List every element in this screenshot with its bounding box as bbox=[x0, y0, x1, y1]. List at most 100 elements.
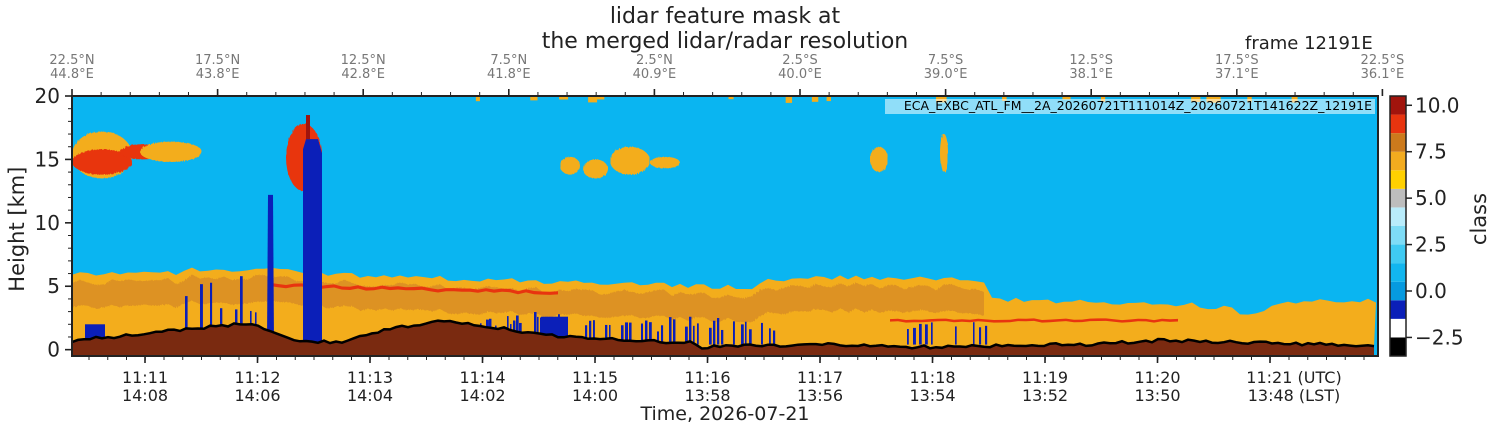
attenuated-streak bbox=[661, 325, 664, 345]
attenuated-streak bbox=[685, 326, 688, 345]
colorbar-segment bbox=[1390, 96, 1406, 115]
attenuated-streak bbox=[907, 329, 909, 345]
geo-tick-lat: 12.5°S bbox=[1069, 53, 1113, 68]
x-tick-label-lst: 14:04 bbox=[347, 386, 393, 405]
x-tick-label-utc: 11:16 bbox=[684, 368, 730, 387]
attenuated-streak bbox=[649, 322, 652, 345]
upper-cloud-patch bbox=[72, 149, 132, 175]
colorbar-label: class bbox=[1467, 193, 1491, 245]
top-speck bbox=[530, 96, 538, 101]
tower-top bbox=[306, 115, 310, 140]
attenuated-streak bbox=[625, 322, 628, 345]
attenuated-streak bbox=[955, 326, 957, 345]
top-speck bbox=[559, 96, 569, 100]
x-tick-label-lst: 14:08 bbox=[122, 386, 168, 405]
y-tick-label: 10 bbox=[35, 211, 60, 235]
ice-cloud-streak bbox=[270, 282, 558, 295]
x-tick-label-lst: 13:50 bbox=[1134, 386, 1180, 405]
chart-title-line1: lidar feature mask at bbox=[609, 4, 841, 29]
attenuated-streak bbox=[925, 324, 928, 345]
product-id: ECA_EXBC_ATL_FM__2A_20260721T111014Z_202… bbox=[904, 98, 1372, 113]
x-tick-label-lst: 13:58 bbox=[684, 386, 730, 405]
attenuated-streak bbox=[985, 325, 988, 345]
upper-cloud-patch bbox=[140, 141, 202, 162]
colorbar-segment bbox=[1390, 170, 1406, 189]
upper-cloud-patch bbox=[610, 146, 650, 175]
attenuated-streak bbox=[585, 325, 588, 345]
geo-tick-lon: 42.8°E bbox=[341, 67, 385, 82]
top-speck bbox=[1100, 96, 1106, 102]
x-tick-label-utc: 11:13 bbox=[347, 368, 393, 387]
y-tick-label: 0 bbox=[47, 338, 60, 362]
geo-tick-lat: 22.5°S bbox=[1361, 53, 1405, 68]
colorbar-segment bbox=[1390, 151, 1406, 171]
attenuated-streak bbox=[629, 322, 632, 345]
top-speck bbox=[592, 96, 605, 100]
convective-tower bbox=[303, 139, 322, 343]
attenuated-streak bbox=[593, 320, 595, 345]
attenuated-streak bbox=[769, 328, 771, 345]
upper-cloud-patch bbox=[650, 156, 680, 169]
attenuated-streak bbox=[185, 296, 188, 345]
attenuated-streak bbox=[210, 282, 213, 345]
colorbar-segment bbox=[1390, 263, 1406, 282]
ice-cloud-streak-low bbox=[890, 318, 1178, 323]
attenuated-streak bbox=[605, 324, 608, 345]
attenuated-streak bbox=[240, 276, 243, 345]
geo-tick-lat: 7.5°S bbox=[928, 53, 963, 68]
x-tick-label-utc: 11:21 (UTC) bbox=[1246, 368, 1341, 387]
frame-label: frame 12191E bbox=[1245, 33, 1373, 54]
colorbar-segment bbox=[1390, 133, 1406, 152]
geo-tick-lon: 39.0°E bbox=[924, 67, 968, 82]
attenuated-streak bbox=[200, 284, 203, 345]
colorbar-segment bbox=[1390, 281, 1406, 301]
y-tick-label: 15 bbox=[35, 147, 60, 171]
upper-cloud-patch bbox=[560, 156, 580, 175]
top-speck bbox=[826, 96, 831, 102]
attenuated-streak bbox=[741, 324, 744, 345]
x-tick-label-lst: 14:00 bbox=[572, 386, 618, 405]
attenuated-streak bbox=[749, 329, 752, 345]
top-speck bbox=[1191, 96, 1201, 102]
top-speck bbox=[728, 96, 734, 100]
y-axis-label: Height [km] bbox=[5, 167, 29, 292]
x-tick-label-utc: 11:18 bbox=[909, 368, 955, 387]
colorbar-tick-label: 0.0 bbox=[1415, 279, 1447, 303]
chart-title-line2: the merged lidar/radar resolution bbox=[541, 29, 909, 54]
colorbar-segment bbox=[1390, 318, 1406, 338]
attenuated-streak bbox=[979, 327, 982, 345]
attenuated-streak bbox=[745, 321, 747, 345]
geo-tick-lon: 37.1°E bbox=[1215, 67, 1259, 82]
x-tick-label-utc: 11:12 bbox=[234, 368, 280, 387]
product-id-box bbox=[885, 99, 1375, 114]
x-tick-label-lst: 14:06 bbox=[234, 386, 280, 405]
y-tick-label: 20 bbox=[35, 84, 60, 108]
attenuated-streak bbox=[713, 320, 716, 345]
colorbar-segment bbox=[1390, 226, 1406, 245]
geo-tick-lat: 17.5°N bbox=[195, 53, 240, 68]
colorbar-segment bbox=[1390, 300, 1406, 319]
x-tick-label-utc: 11:17 bbox=[797, 368, 843, 387]
attenuated-streak bbox=[697, 323, 699, 345]
colorbar-tick-label: 5.0 bbox=[1415, 186, 1447, 210]
colorbar-tick-label: 2.5 bbox=[1415, 233, 1447, 257]
top-speck bbox=[475, 96, 480, 102]
upper-cloud-patch bbox=[940, 134, 948, 173]
colorbar-segment bbox=[1390, 244, 1406, 264]
geo-tick-lon: 38.1°E bbox=[1069, 67, 1113, 82]
convective-tower-narrow bbox=[267, 194, 274, 343]
geo-tick-lat: 2.5°N bbox=[636, 53, 673, 68]
attenuated-streak bbox=[641, 323, 644, 345]
upper-cloud-patch bbox=[870, 146, 888, 173]
x-tick-label-lst: 13:54 bbox=[909, 386, 955, 405]
attenuated-streak bbox=[709, 327, 712, 345]
top-speck bbox=[1062, 96, 1071, 100]
attenuated-streak bbox=[589, 320, 592, 345]
colorbar-segment bbox=[1390, 114, 1406, 134]
attenuated-streak bbox=[919, 323, 922, 345]
surface-line bbox=[72, 319, 1375, 350]
attenuated-streak bbox=[973, 322, 975, 345]
colorbar-segment bbox=[1390, 207, 1406, 226]
attenuated-streak bbox=[516, 315, 519, 345]
